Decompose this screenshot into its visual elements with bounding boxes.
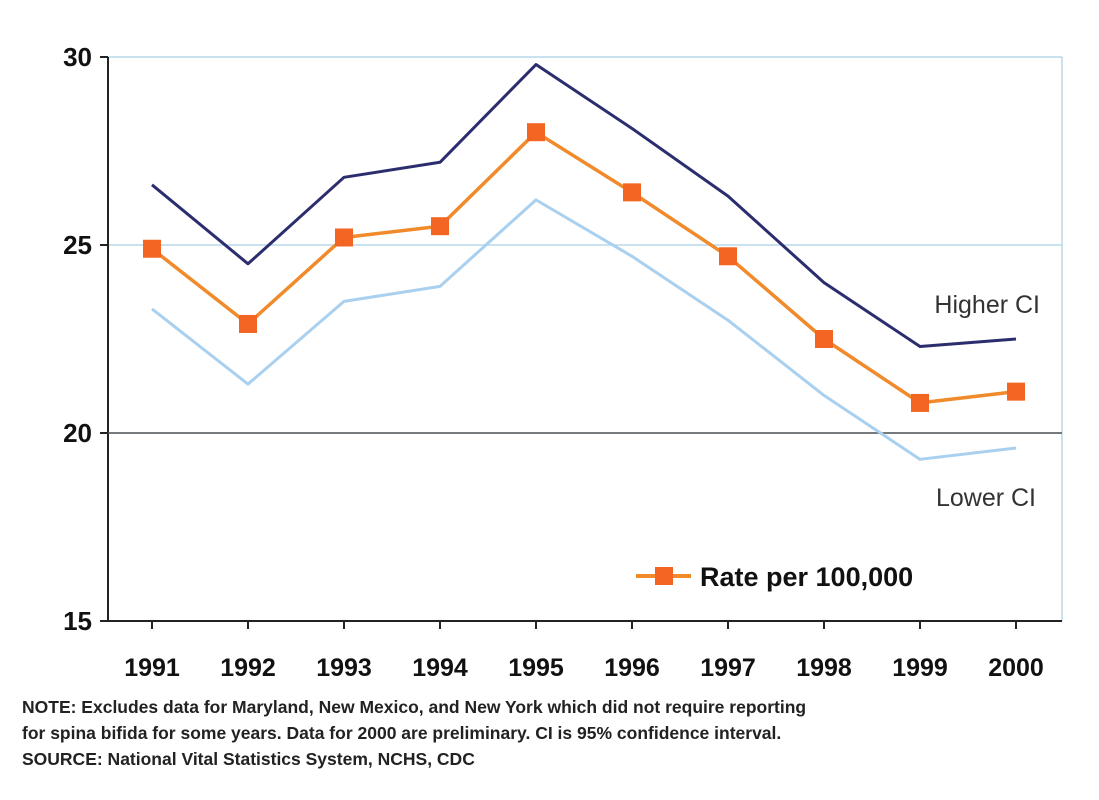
x-tick-label-1992: 1992 xyxy=(220,654,276,682)
y-axis-ticks: 30 25 20 15 xyxy=(63,42,108,636)
grid-lines xyxy=(108,56,1063,621)
legend-label: Rate per 100,000 xyxy=(700,562,913,592)
lower-ci-label: Lower CI xyxy=(936,484,1036,512)
rate-marker-1996 xyxy=(623,183,641,202)
chart-notes: NOTE: Excludes data for Maryland, New Me… xyxy=(22,694,1082,772)
rate-marker-1997 xyxy=(719,247,737,266)
higher-ci-label: Higher CI xyxy=(934,291,1040,319)
legend-marker-swatch xyxy=(655,567,673,585)
x-axis-ticks: 1991 1992 1993 1994 1995 1996 1997 1998 1999 2000 xyxy=(124,621,1044,682)
rate-marker-1999 xyxy=(911,393,929,412)
series-lines xyxy=(150,63,1017,461)
rate-marker-1995 xyxy=(527,123,545,142)
source-line: SOURCE: National Vital Statistics System… xyxy=(22,749,475,769)
x-tick-label-1991: 1991 xyxy=(124,654,180,682)
rate-marker-1998 xyxy=(815,330,833,348)
x-tick-label-1995: 1995 xyxy=(508,654,564,682)
y-tick-label-30: 30 xyxy=(63,42,92,72)
legend: Rate per 100,000 xyxy=(636,562,913,592)
x-tick-label-1996: 1996 xyxy=(604,654,660,682)
y-tick-label-25: 25 xyxy=(63,230,92,260)
higher-ci-line xyxy=(151,63,1017,349)
rate-marker-1991 xyxy=(143,239,161,258)
y-tick-label-20: 20 xyxy=(63,418,92,448)
y-tick-label-15: 15 xyxy=(63,606,92,636)
rate-markers xyxy=(143,123,1025,412)
note-line-1: NOTE: Excludes data for Maryland, New Me… xyxy=(22,697,807,717)
rate-marker-1992 xyxy=(239,314,257,333)
x-tick-label-1997: 1997 xyxy=(700,654,756,682)
rate-per-100-000-line xyxy=(150,130,1017,405)
rate-marker-1993 xyxy=(335,228,353,247)
x-tick-label-1994: 1994 xyxy=(412,654,468,682)
x-tick-label-1998: 1998 xyxy=(796,654,852,682)
lower-ci-line xyxy=(151,198,1017,461)
axes xyxy=(107,57,1062,622)
x-tick-label-1993: 1993 xyxy=(316,654,372,682)
rate-marker-2000 xyxy=(1007,382,1025,401)
x-tick-label-1999: 1999 xyxy=(892,654,948,682)
x-tick-label-2000: 2000 xyxy=(988,654,1044,682)
rate-marker-1994 xyxy=(431,217,449,236)
note-line-2: for spina bifida for some years. Data fo… xyxy=(22,723,782,743)
